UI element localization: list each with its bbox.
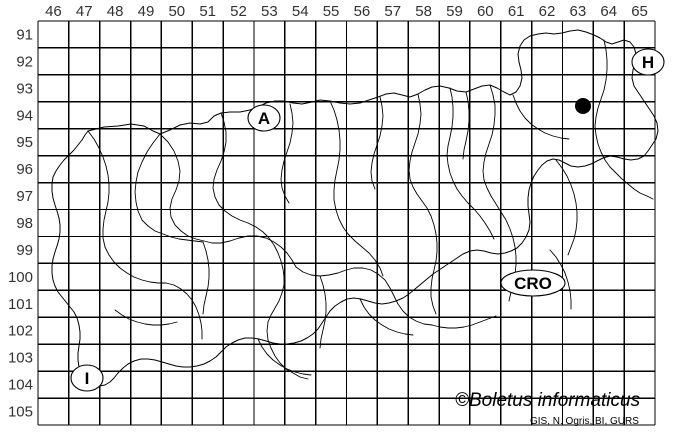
row-label: 94 bbox=[16, 107, 33, 124]
column-label: 65 bbox=[631, 3, 648, 20]
row-label: 92 bbox=[16, 53, 33, 70]
row-label: 95 bbox=[16, 134, 33, 151]
row-label: 103 bbox=[8, 350, 33, 367]
column-label: 58 bbox=[415, 3, 432, 20]
country-label-text: CRO bbox=[514, 274, 552, 293]
column-label: 61 bbox=[508, 3, 525, 20]
column-label: 55 bbox=[323, 3, 340, 20]
column-label: 49 bbox=[138, 3, 155, 20]
copyright-text: ©Boletus informaticus bbox=[455, 390, 641, 411]
credit-text: GIS, N. Ogris, BI, GURS bbox=[530, 416, 639, 427]
column-label: 62 bbox=[539, 3, 556, 20]
column-label: 57 bbox=[384, 3, 401, 20]
country-code-labels: A H CRO I bbox=[70, 48, 665, 392]
country-label-ellipse bbox=[631, 48, 665, 76]
column-label: 64 bbox=[600, 3, 617, 20]
country-label-h: H bbox=[631, 48, 665, 76]
row-label: 101 bbox=[8, 296, 33, 313]
country-label-a: A bbox=[247, 104, 281, 132]
row-label: 93 bbox=[16, 80, 33, 97]
column-label: 56 bbox=[354, 3, 371, 20]
column-axis-labels: 46 47 48 49 50 51 52 53 54 55 56 57 58 59 60 61 62 63 64 65 bbox=[45, 3, 648, 20]
row-label: 105 bbox=[8, 404, 33, 421]
column-label: 51 bbox=[199, 3, 216, 20]
country-label-text: A bbox=[258, 109, 270, 128]
grid-lines bbox=[37, 20, 656, 426]
column-label: 50 bbox=[168, 3, 185, 20]
country-label-text: H bbox=[642, 53, 654, 72]
row-label: 100 bbox=[8, 269, 33, 286]
country-label-i: I bbox=[70, 364, 104, 392]
column-label: 59 bbox=[446, 3, 463, 20]
country-label-ellipse bbox=[70, 364, 104, 392]
row-label: 96 bbox=[16, 161, 33, 178]
row-label: 102 bbox=[8, 323, 33, 340]
column-label: 52 bbox=[230, 3, 247, 20]
occurrence-records bbox=[575, 98, 591, 114]
column-label: 63 bbox=[570, 3, 587, 20]
row-label: 97 bbox=[16, 188, 33, 205]
record-dot bbox=[575, 98, 591, 114]
column-label: 60 bbox=[477, 3, 494, 20]
row-axis-labels: 91 92 93 94 95 96 97 98 99 100 101 102 103 104 105 bbox=[8, 26, 33, 420]
country-label-text: I bbox=[85, 369, 90, 388]
country-label-cro: CRO bbox=[500, 269, 566, 297]
row-label: 98 bbox=[16, 215, 33, 232]
country-outline bbox=[51, 29, 659, 387]
row-label: 99 bbox=[16, 242, 33, 259]
column-label: 53 bbox=[261, 3, 278, 20]
column-label: 46 bbox=[45, 3, 62, 20]
row-label: 91 bbox=[16, 26, 33, 43]
column-label: 54 bbox=[292, 3, 309, 20]
column-label: 48 bbox=[107, 3, 124, 20]
column-label: 47 bbox=[76, 3, 93, 20]
inner-boundaries bbox=[87, 39, 654, 380]
country-label-ellipse bbox=[247, 104, 281, 132]
country-label-ellipse bbox=[500, 269, 566, 297]
row-label: 104 bbox=[8, 377, 33, 394]
